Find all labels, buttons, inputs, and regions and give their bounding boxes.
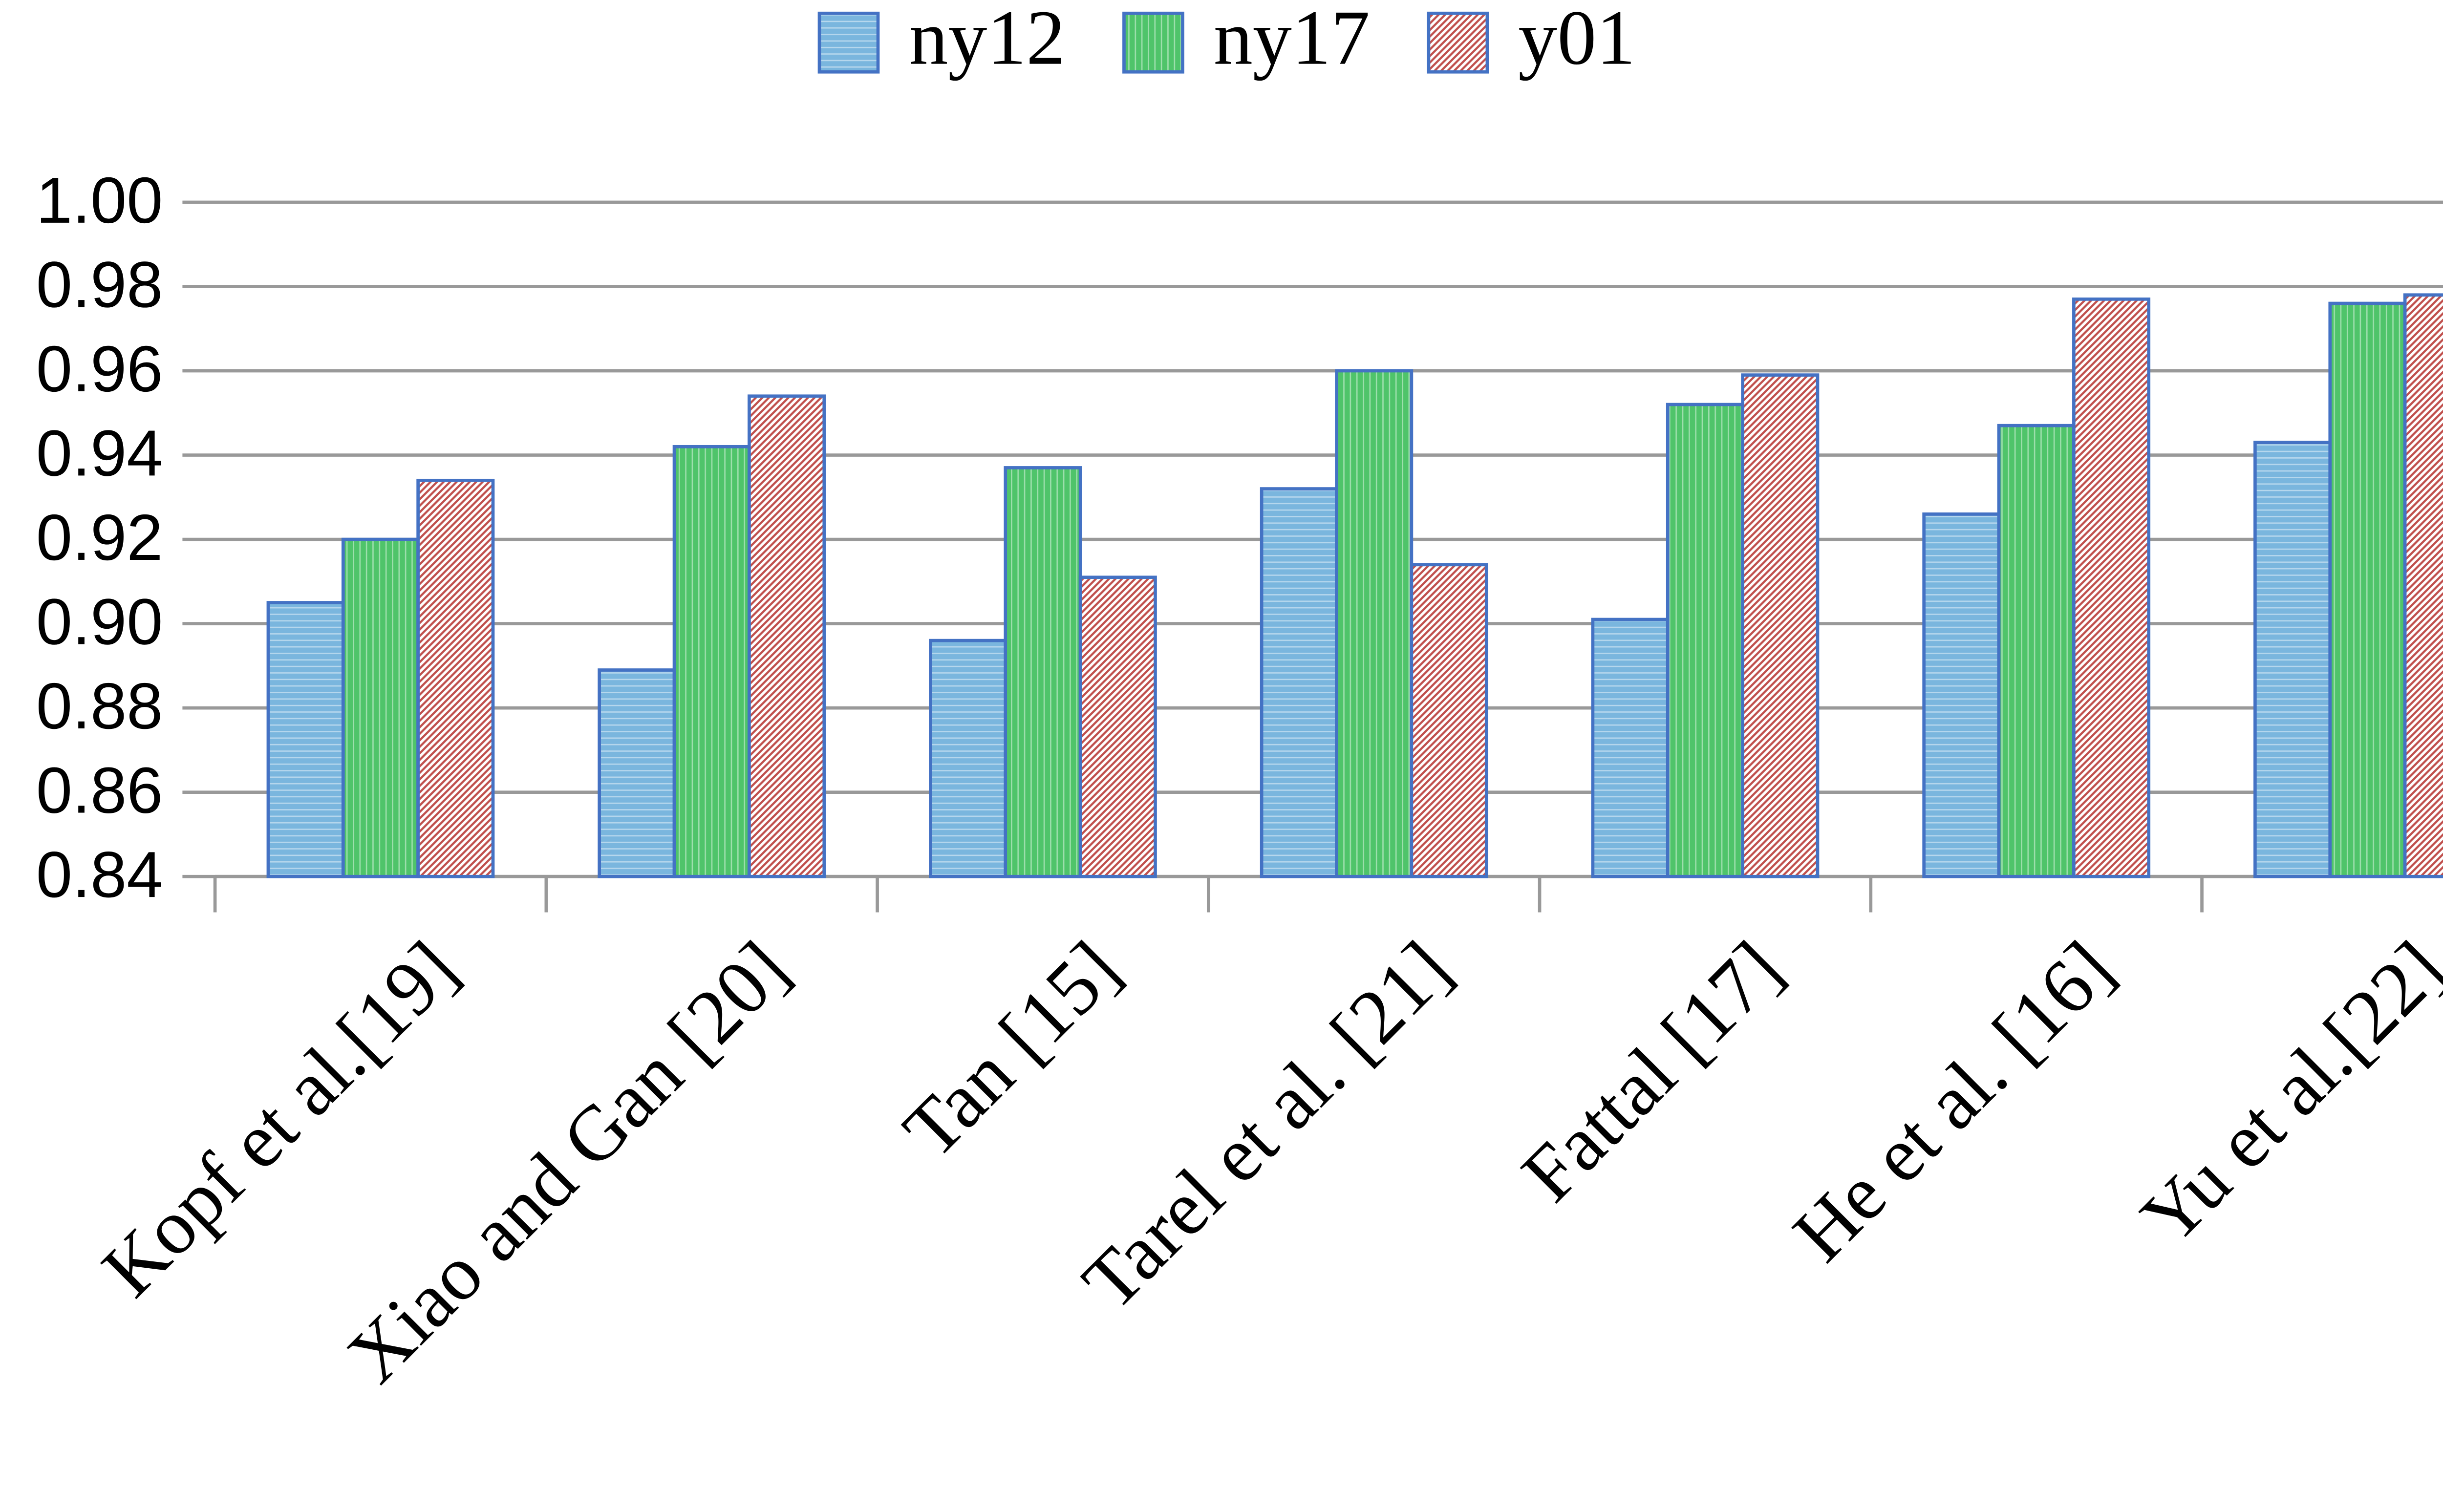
y-tick-label: 0.94 — [36, 417, 163, 490]
bar — [1410, 563, 1488, 878]
bar — [416, 478, 495, 878]
bar — [1997, 424, 2076, 878]
x-tick-label: Yu et al.[22] — [2124, 924, 2443, 1260]
y-tick-label: 0.98 — [36, 248, 163, 321]
bar — [341, 537, 420, 878]
bar — [1591, 618, 1670, 878]
y-tick-label: 0.88 — [36, 670, 163, 743]
bar — [1260, 487, 1338, 878]
y-tick-label: 0.86 — [36, 754, 163, 827]
legend-swatch — [1427, 11, 1489, 74]
x-tick-label: Fattal [17] — [1505, 924, 1798, 1217]
x-tick-label: He et al. [16] — [1777, 924, 2130, 1278]
y-tick-label: 0.96 — [36, 333, 163, 405]
bar — [2072, 298, 2151, 878]
bar — [1741, 373, 1820, 878]
legend-swatch — [1122, 11, 1184, 74]
y-tick-label: 0.92 — [36, 501, 163, 574]
bar — [2253, 441, 2332, 878]
bar — [748, 394, 826, 878]
bar — [598, 668, 676, 878]
bar — [2403, 293, 2443, 878]
x-tick-label: Tan [15] — [887, 924, 1136, 1174]
bar — [266, 601, 345, 878]
legend-swatch — [817, 11, 880, 74]
legend-label: ny17 — [1214, 0, 1370, 81]
bar — [1004, 466, 1082, 878]
bar — [1922, 512, 2001, 878]
y-tick-label: 0.90 — [36, 586, 163, 659]
bar — [1335, 369, 1414, 878]
y-tick-label: 0.84 — [36, 838, 163, 911]
y-tick-label: 1.00 — [36, 164, 163, 237]
bar — [672, 445, 751, 878]
bar — [1666, 403, 1744, 878]
legend-label: ny12 — [909, 0, 1065, 81]
bar — [2328, 301, 2407, 878]
bar — [929, 639, 1007, 878]
legend-label: y01 — [1518, 0, 1635, 81]
bar — [1078, 575, 1157, 878]
